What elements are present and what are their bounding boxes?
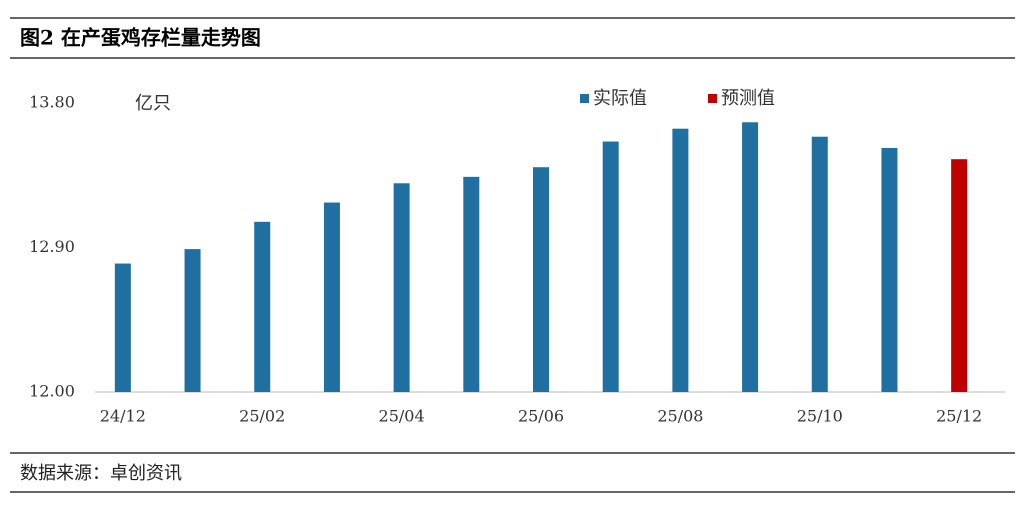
- bar: [881, 147, 898, 392]
- y-tick-label: 13.80: [29, 93, 75, 112]
- x-tick-label: 25/02: [239, 407, 285, 426]
- bar: [323, 202, 340, 392]
- chart-title: 图2 在产蛋鸡存栏量走势图: [20, 26, 261, 50]
- bar: [602, 141, 619, 392]
- legend-label: 预测值: [721, 88, 775, 109]
- bar: [184, 249, 201, 392]
- x-tick-label: 25/04: [379, 407, 425, 426]
- y-tick-label: 12.90: [29, 237, 75, 256]
- bar: [811, 136, 828, 392]
- bar: [951, 159, 968, 392]
- y-tick-label: 12.00: [29, 382, 75, 401]
- bar: [463, 176, 480, 392]
- bar: [742, 122, 759, 393]
- legend-label: 实际值: [593, 88, 647, 109]
- bar: [393, 183, 410, 392]
- x-tick-label: 25/12: [936, 407, 982, 426]
- bar: [114, 263, 131, 392]
- bar: [533, 167, 549, 392]
- bar: [254, 221, 271, 392]
- y-unit: 亿只: [135, 93, 171, 114]
- bar: [672, 128, 689, 392]
- x-tick-label: 24/12: [100, 407, 146, 426]
- source: 数据来源：卓创资讯: [20, 463, 182, 484]
- legend-swatch: [580, 94, 589, 103]
- x-tick-label: 25/08: [657, 407, 703, 426]
- x-tick-label: 25/06: [518, 407, 564, 426]
- legend-swatch: [708, 94, 717, 103]
- x-tick-label: 25/10: [797, 407, 843, 426]
